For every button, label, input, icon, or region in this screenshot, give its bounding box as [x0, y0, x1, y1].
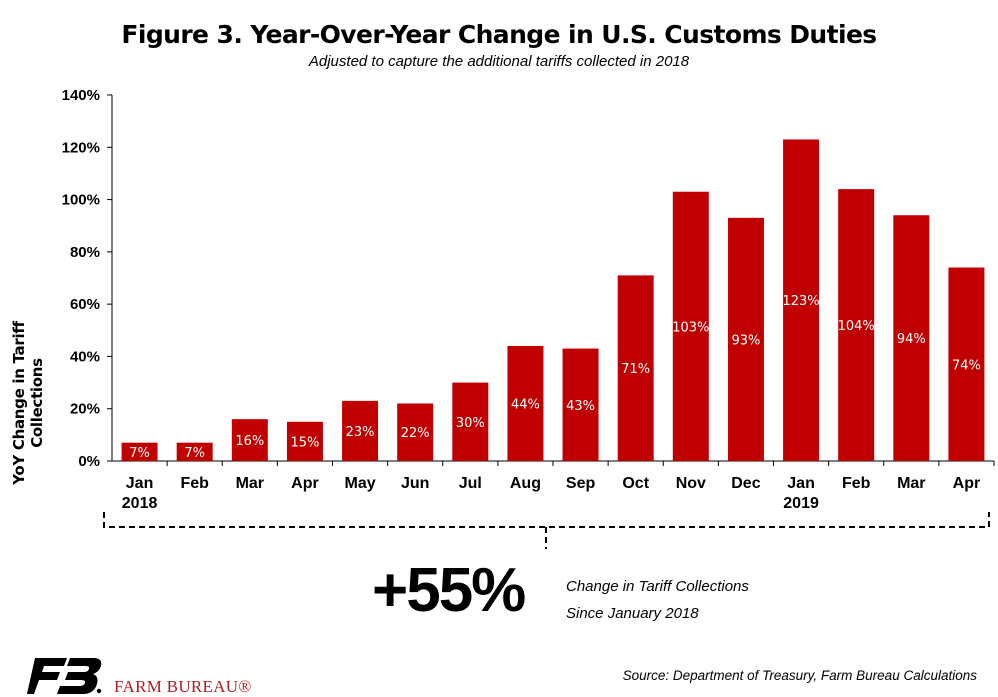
- source-note: Source: Department of Treasury, Farm Bur…: [622, 668, 977, 683]
- bar-chart: 0% 20% 40% 60% 80% 100% 120% 140% 7% Jan 7% Feb 16% M…: [62, 87, 995, 549]
- y-tick-label: 60%: [70, 296, 100, 313]
- data-label: 104%: [838, 319, 875, 334]
- data-label: 123%: [782, 294, 819, 309]
- bracket: [103, 512, 990, 528]
- year-label: 2019: [783, 495, 819, 512]
- x-tick-label: Jan: [787, 475, 815, 492]
- bar: [286, 421, 323, 461]
- bar: [342, 400, 379, 461]
- data-label: 43%: [566, 399, 595, 414]
- y-tick-label: 140%: [62, 87, 100, 104]
- x-tick-label: Jul: [459, 475, 482, 492]
- y-tick-label: 100%: [62, 192, 100, 209]
- x-tick-label: Aug: [510, 475, 541, 492]
- chart-subtitle: Adjusted to capture the additional tarif…: [308, 53, 690, 70]
- x-tick-label: Oct: [622, 475, 649, 492]
- x-tick-label: Apr: [953, 475, 981, 492]
- bar: [397, 403, 434, 461]
- chart-title: Figure 3. Year-Over-Year Change in U.S. …: [121, 20, 877, 49]
- y-tick-label: 40%: [70, 348, 100, 365]
- data-label: 7%: [129, 446, 150, 461]
- data-label: 30%: [456, 416, 485, 431]
- bar: [507, 345, 544, 461]
- change-note-line2: Since January 2018: [566, 605, 699, 622]
- bar: [452, 382, 489, 461]
- bar: [176, 442, 213, 461]
- y-tick-label: 0%: [78, 453, 100, 470]
- x-tick-label: Feb: [842, 475, 871, 492]
- change-note: Change in Tariff Collections Since Janua…: [566, 573, 749, 627]
- bar: [672, 191, 709, 461]
- x-tick-label: Mar: [897, 475, 925, 492]
- x-tick-label: Jun: [401, 475, 429, 492]
- y-tick-label: 20%: [70, 401, 100, 418]
- data-label: 22%: [401, 426, 430, 441]
- x-tick-label: May: [345, 475, 376, 492]
- year-label: 2018: [122, 495, 158, 512]
- data-label: 103%: [672, 320, 709, 335]
- data-label: 16%: [235, 434, 264, 449]
- bar: [617, 275, 654, 461]
- bar: [948, 267, 985, 461]
- change-note-line1: Change in Tariff Collections: [566, 578, 749, 595]
- data-label: 23%: [346, 425, 375, 440]
- x-tick-label: Dec: [731, 475, 760, 492]
- y-tick-label: 80%: [70, 244, 100, 261]
- data-label: 94%: [897, 332, 926, 347]
- bar: [231, 419, 268, 461]
- x-tick-label: Feb: [180, 475, 209, 492]
- data-label: 71%: [621, 362, 650, 377]
- x-tick-label: Jan: [126, 475, 154, 492]
- data-label: 74%: [952, 358, 981, 373]
- bar: [727, 217, 764, 461]
- farm-bureau-fb-logo-icon: [27, 658, 102, 694]
- x-tick-label: Nov: [676, 475, 706, 492]
- change-value: +55%: [372, 556, 526, 625]
- bar: [562, 348, 599, 461]
- data-label: 15%: [290, 435, 319, 450]
- data-label: 44%: [511, 397, 540, 412]
- data-label: 7%: [184, 446, 205, 461]
- x-tick-label: Apr: [291, 475, 319, 492]
- bar: [838, 189, 875, 461]
- bar: [783, 139, 820, 461]
- bar: [893, 215, 930, 461]
- x-tick-label: Mar: [236, 475, 264, 492]
- data-label: 93%: [731, 333, 760, 348]
- bar: [121, 442, 158, 461]
- x-tick-label: Sep: [566, 475, 596, 492]
- y-tick-label: 120%: [62, 139, 100, 156]
- farm-bureau-brand: FARM BUREAU®: [114, 677, 252, 696]
